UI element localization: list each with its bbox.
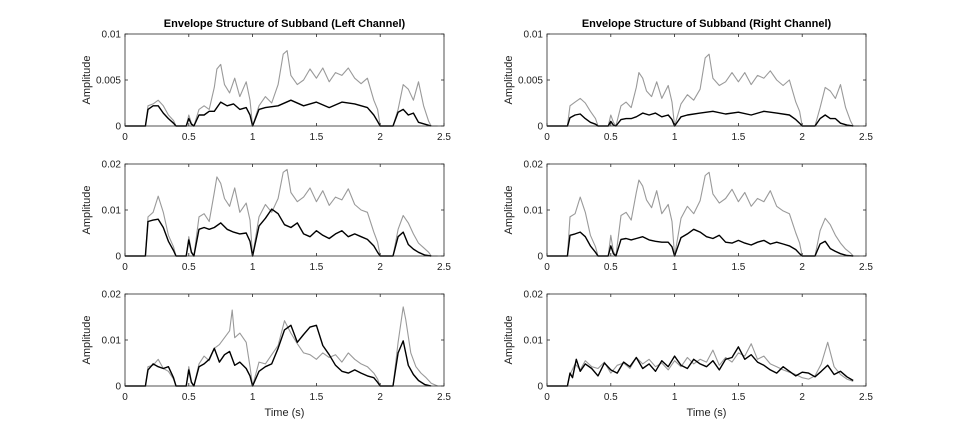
x-tick-label: 0.5 bbox=[182, 132, 196, 143]
y-axis-label: Amplitude bbox=[503, 56, 515, 105]
x-tick-label: 2 bbox=[799, 392, 805, 403]
series-line-1 bbox=[547, 341, 854, 387]
y-tick-label: 0 bbox=[537, 122, 543, 133]
x-tick-label: 0.5 bbox=[604, 262, 618, 273]
x-tick-label: 2.5 bbox=[437, 132, 451, 143]
plot-area bbox=[125, 294, 444, 386]
plot-area bbox=[547, 164, 866, 256]
y-axis-label: Amplitude bbox=[503, 186, 515, 235]
y-axis-label: Amplitude bbox=[81, 56, 93, 105]
x-tick-label: 1.5 bbox=[731, 132, 745, 143]
y-tick-label: 0.005 bbox=[96, 76, 121, 87]
x-tick-label: 1.5 bbox=[309, 262, 323, 273]
x-tick-label: 0.5 bbox=[182, 392, 196, 403]
y-tick-label: 0.01 bbox=[524, 30, 544, 41]
x-tick-label: 2.5 bbox=[859, 392, 873, 403]
x-tick-label: 0.5 bbox=[182, 262, 196, 273]
x-tick-label: 2 bbox=[377, 262, 383, 273]
plot-area bbox=[125, 164, 444, 256]
x-tick-label: 0.5 bbox=[604, 392, 618, 403]
x-tick-label: 0 bbox=[544, 392, 550, 403]
x-tick-label: 0 bbox=[122, 262, 128, 273]
x-tick-label: 2.5 bbox=[437, 262, 451, 273]
chart-title: Envelope Structure of Subband (Left Chan… bbox=[164, 18, 406, 30]
x-tick-label: 1.5 bbox=[731, 262, 745, 273]
x-tick-label: 0 bbox=[122, 132, 128, 143]
y-tick-label: 0.01 bbox=[524, 336, 544, 347]
x-tick-label: 0 bbox=[544, 132, 550, 143]
y-tick-label: 0 bbox=[115, 252, 121, 263]
y-tick-label: 0.01 bbox=[102, 206, 122, 217]
chart-panel-left-top: 0 0.5 1 1.5 2 2.5 0 0.005 0.01 Envelope Structure… bbox=[81, 18, 451, 143]
y-axis-label: Amplitude bbox=[81, 186, 93, 235]
x-tick-label: 1 bbox=[250, 392, 256, 403]
x-axis-label: Time (s) bbox=[265, 407, 305, 419]
y-axis-label: Amplitude bbox=[503, 316, 515, 365]
y-tick-label: 0.005 bbox=[518, 76, 543, 87]
x-tick-label: 1 bbox=[250, 132, 256, 143]
y-tick-label: 0 bbox=[115, 382, 121, 393]
y-tick-label: 0 bbox=[537, 252, 543, 263]
x-tick-label: 1 bbox=[250, 262, 256, 273]
x-tick-label: 1.5 bbox=[309, 392, 323, 403]
x-tick-label: 0.5 bbox=[604, 132, 618, 143]
series-line-2 bbox=[547, 346, 854, 387]
x-tick-label: 2.5 bbox=[437, 392, 451, 403]
plot-area bbox=[547, 34, 866, 126]
x-tick-label: 0 bbox=[544, 262, 550, 273]
y-tick-label: 0 bbox=[115, 122, 121, 133]
x-tick-label: 0 bbox=[122, 392, 128, 403]
y-tick-label: 0.01 bbox=[102, 336, 122, 347]
x-axis-label: Time (s) bbox=[687, 407, 727, 419]
x-tick-label: 2 bbox=[377, 392, 383, 403]
y-tick-label: 0.02 bbox=[524, 290, 544, 301]
x-tick-label: 2 bbox=[799, 262, 805, 273]
y-tick-label: 0.02 bbox=[102, 290, 122, 301]
x-tick-label: 1 bbox=[672, 392, 678, 403]
chart-panel-right-mid: 0 0.5 1 1.5 2 2.5 0 0.01 0.02 Amplitude bbox=[503, 160, 873, 274]
y-tick-label: 0.01 bbox=[102, 30, 122, 41]
x-tick-label: 2 bbox=[377, 132, 383, 143]
chart-panel-left-bottom: 0 0.5 1 1.5 2 2.5 0 0.01 0.02 Amplitude Time (s) bbox=[81, 290, 451, 420]
x-tick-label: 1 bbox=[672, 262, 678, 273]
y-tick-label: 0 bbox=[537, 382, 543, 393]
x-tick-label: 1.5 bbox=[731, 392, 745, 403]
x-tick-label: 2.5 bbox=[859, 132, 873, 143]
plot-area bbox=[125, 34, 444, 126]
chart-title: Envelope Structure of Subband (Right Cha… bbox=[582, 18, 832, 30]
chart-panel-right-bottom: 0 0.5 1 1.5 2 2.5 0 0.01 0.02 Amplitude Time (s) bbox=[503, 290, 873, 420]
chart-panel-left-mid: 0 0.5 1 1.5 2 2.5 0 0.01 0.02 Amplitude bbox=[81, 160, 451, 274]
y-tick-label: 0.02 bbox=[102, 160, 122, 171]
x-tick-label: 1 bbox=[672, 132, 678, 143]
chart-panel-right-top: 0 0.5 1 1.5 2 2.5 0 0.005 0.01 Envelope Structure… bbox=[503, 18, 873, 143]
x-tick-label: 2.5 bbox=[859, 262, 873, 273]
y-axis-label: Amplitude bbox=[81, 316, 93, 365]
y-tick-label: 0.02 bbox=[524, 160, 544, 171]
x-tick-label: 2 bbox=[799, 132, 805, 143]
x-tick-label: 1.5 bbox=[309, 132, 323, 143]
y-tick-label: 0.01 bbox=[524, 206, 544, 217]
